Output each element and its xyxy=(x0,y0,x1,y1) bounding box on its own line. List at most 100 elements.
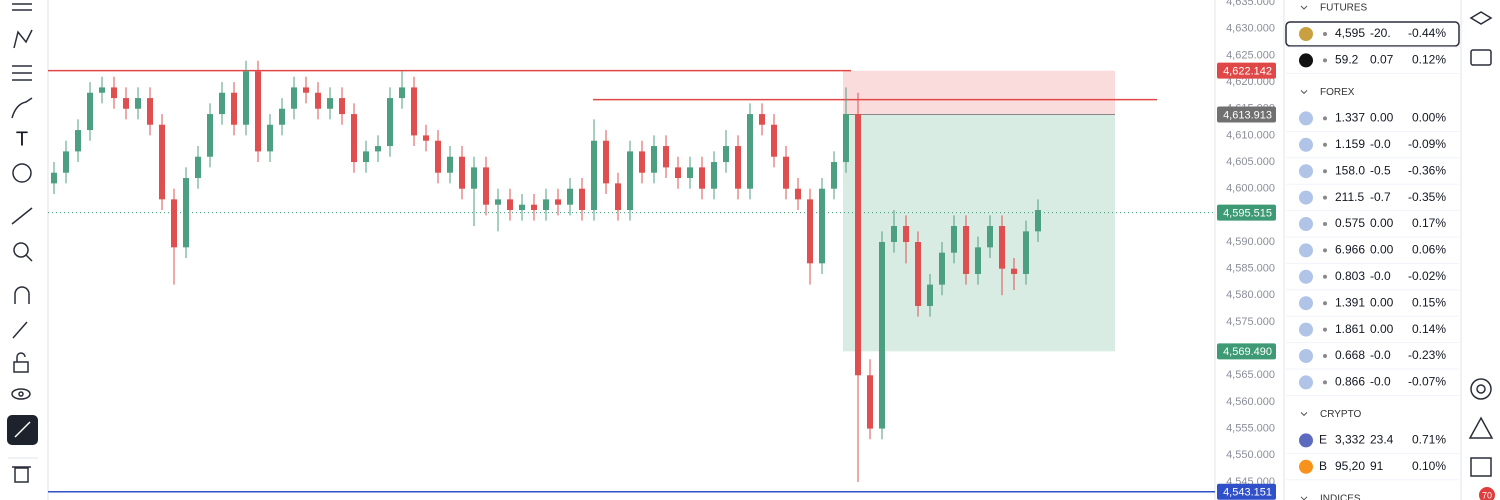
status-dot xyxy=(1323,380,1327,385)
section-title[interactable]: INDICES xyxy=(1320,493,1361,500)
emoji-tool[interactable] xyxy=(12,163,32,183)
candle-body xyxy=(831,162,837,189)
candle-body xyxy=(351,114,357,163)
target-zone xyxy=(843,114,1115,352)
status-dot xyxy=(1323,58,1327,63)
stop-zone xyxy=(843,70,1115,115)
y-tick-label: 4,550.000 xyxy=(1226,449,1275,461)
change: -0.0 xyxy=(1370,375,1391,389)
candle-body xyxy=(375,146,381,152)
magnet-tool[interactable] xyxy=(14,286,30,304)
candle-body xyxy=(843,114,849,163)
price-label-box xyxy=(1217,106,1276,123)
text-tool[interactable]: T xyxy=(16,128,28,150)
chart-area xyxy=(48,60,1215,493)
change: 0.00 xyxy=(1370,216,1394,230)
y-tick-label: 4,585.000 xyxy=(1226,263,1275,275)
candle-body xyxy=(543,199,549,211)
zoom-tool[interactable] xyxy=(13,242,33,262)
layers-button[interactable] xyxy=(1469,11,1493,25)
candle-body xyxy=(987,226,993,248)
chat-button[interactable] xyxy=(1470,49,1492,66)
symbol-icon xyxy=(1299,296,1313,311)
status-dot xyxy=(1323,301,1327,306)
change: 0.07 xyxy=(1370,53,1394,67)
section-title[interactable]: FUTURES xyxy=(1320,3,1368,14)
candle-body xyxy=(135,98,141,109)
change: 0.00 xyxy=(1370,111,1394,125)
ruler-tool[interactable] xyxy=(11,207,33,225)
candle-body xyxy=(975,247,981,274)
status-dot xyxy=(1323,354,1327,358)
price-axis: 4,545.0004,550.0004,555.0004,560.0004,56… xyxy=(1217,0,1276,500)
symbol: B xyxy=(1319,459,1327,473)
candle-body xyxy=(303,87,309,93)
change: -20. xyxy=(1370,26,1391,40)
candle-body xyxy=(219,92,225,115)
candle-body xyxy=(63,151,69,173)
candle-body xyxy=(687,167,693,179)
change-percent: 0.71% xyxy=(1412,433,1446,447)
candle-body xyxy=(195,156,201,179)
last-price: 1.159 xyxy=(1335,137,1365,151)
y-tick-label: 4,605.000 xyxy=(1226,156,1275,168)
section-chevron xyxy=(1300,90,1308,95)
candle-body xyxy=(1035,210,1041,232)
candle-body xyxy=(663,146,669,168)
symbol-icon xyxy=(1299,322,1313,337)
candle-body xyxy=(531,204,537,211)
candle-body xyxy=(267,124,273,152)
lock-tool[interactable] xyxy=(13,352,29,373)
symbol-icon xyxy=(1299,164,1313,179)
last-price: 1.337 xyxy=(1335,111,1365,125)
status-dot xyxy=(1323,248,1327,253)
candle-body xyxy=(915,242,921,306)
candle-body xyxy=(939,252,945,285)
candle-body xyxy=(795,188,801,200)
candle-body xyxy=(675,167,681,179)
last-price: 0.866 xyxy=(1335,375,1365,389)
section-title[interactable]: CRYPTO xyxy=(1320,409,1362,420)
status-dot xyxy=(1323,274,1327,279)
change: 91 xyxy=(1370,459,1384,473)
fib-tool[interactable] xyxy=(12,65,32,81)
candle-body xyxy=(747,114,753,189)
left-toolbar: T xyxy=(7,3,38,483)
candle-body xyxy=(759,114,765,125)
change: -0.0 xyxy=(1370,137,1391,151)
symbol-icon xyxy=(1299,375,1313,390)
change-percent: -0.36% xyxy=(1408,163,1446,177)
symbol-icon xyxy=(1299,137,1313,152)
calendar-button[interactable] xyxy=(1470,457,1492,477)
y-tick-label: 4,620.000 xyxy=(1226,76,1275,88)
candle-body xyxy=(255,71,261,152)
target-button[interactable] xyxy=(1470,378,1492,400)
candle-body xyxy=(207,114,213,157)
trash-tool[interactable] xyxy=(12,466,31,483)
candle-body xyxy=(783,156,789,189)
eye-tool[interactable] xyxy=(11,388,31,400)
last-price: 3,332 xyxy=(1335,433,1365,447)
pencil-lock-tool[interactable] xyxy=(12,321,28,339)
symbol-icon xyxy=(1299,349,1313,363)
candle-body xyxy=(891,226,897,243)
candle-body xyxy=(123,98,129,109)
candle-body xyxy=(879,242,885,429)
candle-body xyxy=(363,151,369,163)
price-label-box xyxy=(1217,483,1276,500)
candle-body xyxy=(519,204,525,211)
alert-button[interactable] xyxy=(1468,416,1494,439)
last-price: 0.575 xyxy=(1335,216,1365,230)
last-price: 0.668 xyxy=(1335,348,1365,362)
status-dot xyxy=(1323,32,1327,36)
pattern-tool[interactable] xyxy=(13,29,33,49)
change-percent: -0.44% xyxy=(1408,26,1446,40)
last-price: 1.861 xyxy=(1335,322,1365,336)
section-title[interactable]: FOREX xyxy=(1320,87,1355,98)
candle-body xyxy=(459,156,465,189)
y-tick-label: 4,635.000 xyxy=(1226,0,1275,8)
notification-badge xyxy=(1479,487,1495,500)
brush-tool[interactable] xyxy=(11,97,33,119)
